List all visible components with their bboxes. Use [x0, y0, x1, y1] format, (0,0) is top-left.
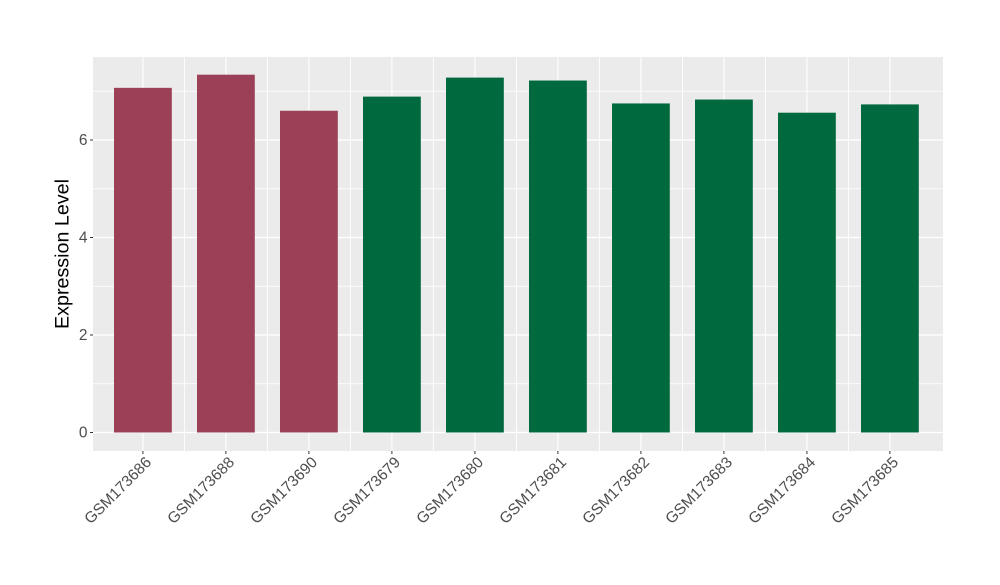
svg-text:2: 2 [79, 327, 88, 344]
svg-text:4: 4 [79, 230, 88, 247]
svg-text:0: 0 [79, 425, 88, 442]
svg-text:6: 6 [79, 132, 88, 149]
